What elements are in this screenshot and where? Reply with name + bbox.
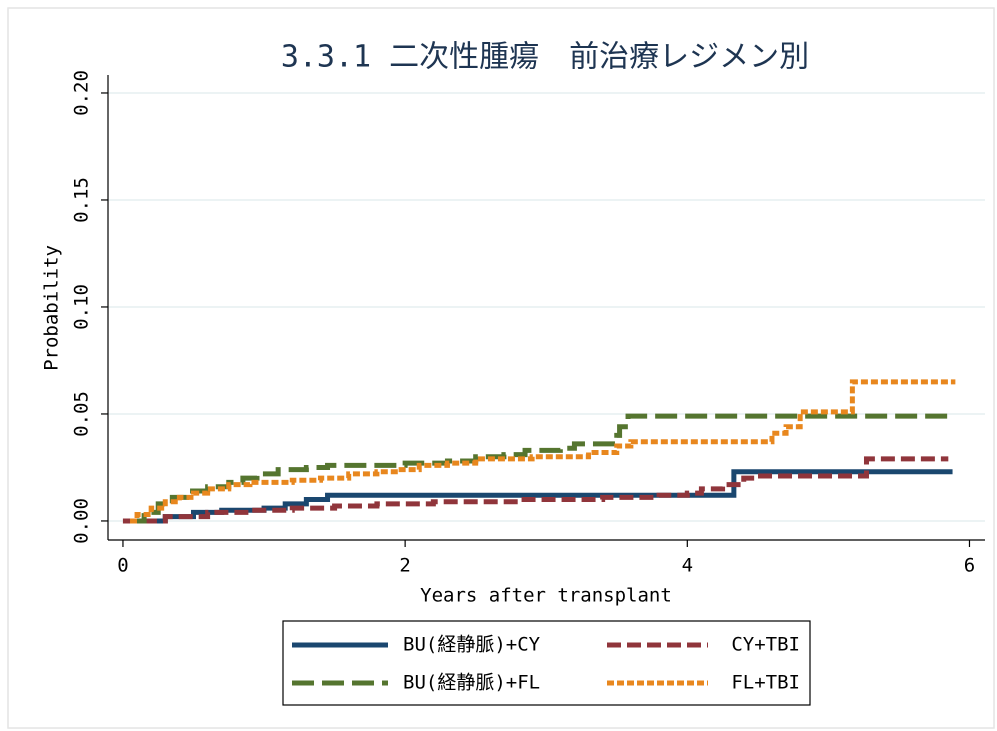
y-tick-label: 0.20 (71, 70, 93, 116)
legend-label: FL+TBI (731, 672, 800, 694)
chart-title: 3.3.1 二次性腫瘍 前治療レジメン別 (281, 40, 809, 75)
y-tick-label: 0.05 (71, 391, 93, 437)
legend (282, 620, 811, 706)
chart-frame (7, 7, 995, 729)
legend-label: BU(経静脈)+FL (403, 672, 540, 694)
y-tick-label: 0.15 (71, 177, 93, 223)
legend-label: CY+TBI (731, 634, 800, 656)
series-line (130, 379, 956, 524)
legend-label: BU(経静脈)+CY (403, 634, 541, 656)
y-tick-label: 0.10 (71, 284, 93, 330)
x-tick-label: 2 (399, 555, 410, 577)
x-tick-label: 6 (964, 555, 975, 577)
y-axis-label: Probability (41, 245, 63, 371)
x-axis-label: Years after transplant (420, 585, 672, 607)
x-tick-label: 0 (117, 555, 128, 577)
x-tick-label: 4 (682, 555, 693, 577)
y-tick-label: 0.00 (71, 498, 93, 544)
series-line (122, 456, 949, 524)
series-line (130, 413, 949, 524)
